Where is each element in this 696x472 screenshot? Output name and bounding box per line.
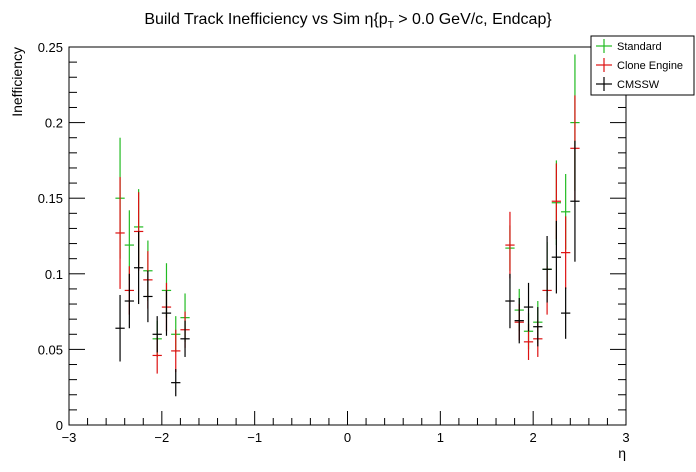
- y-tick-label: 0: [56, 418, 63, 433]
- data-point: [152, 316, 162, 353]
- data-point: [115, 177, 125, 289]
- legend-label: Standard: [617, 41, 662, 53]
- x-tick-label: −2: [154, 430, 169, 445]
- data-point: [523, 282, 534, 332]
- data-point: [161, 290, 172, 336]
- data-point: [505, 211, 515, 279]
- chart-title-main: Build Track Inefficiency vs Sim η{p: [144, 11, 387, 28]
- data-point: [180, 320, 190, 357]
- y-tick-label: 0.05: [38, 342, 63, 357]
- x-tick-label: 2: [530, 430, 537, 445]
- legend-label: Clone Engine: [617, 60, 683, 72]
- x-tick-label: 0: [344, 430, 351, 445]
- data-point: [124, 273, 134, 329]
- data-point: [171, 369, 181, 397]
- y-axis-ticks: 0 0.05 0.1 0.15 0.2 0.25: [38, 40, 626, 433]
- data-point: [115, 294, 125, 362]
- legend-entry: Clone Engine: [596, 58, 683, 72]
- chart-title-subscript: T: [388, 20, 394, 31]
- data-point: [570, 140, 580, 262]
- x-axis-title: η: [618, 445, 626, 461]
- data-point: [561, 216, 571, 289]
- x-tick-label: 1: [437, 430, 444, 445]
- series-layer: [115, 54, 580, 397]
- data-point: [505, 273, 515, 329]
- x-tick-label: −1: [247, 430, 262, 445]
- x-tick-label: 3: [622, 430, 629, 445]
- data-point: [561, 287, 571, 339]
- chart-title: Build Track Inefficiency vs Sim η{pT > 0…: [144, 11, 552, 31]
- legend-label: CMSSW: [617, 79, 660, 91]
- x-tick-label: −3: [62, 430, 77, 445]
- data-point: [542, 236, 552, 303]
- y-tick-label: 0.2: [45, 116, 63, 131]
- data-point: [133, 231, 144, 305]
- chart-title-rest: > 0.0 GeV/c, Endcap}: [394, 11, 553, 28]
- data-point: [551, 220, 562, 294]
- data-point: [171, 329, 181, 373]
- x-axis-ticks: −3 −2 −1 0 1 2 3: [62, 411, 630, 445]
- data-point: [514, 297, 524, 344]
- legend-entry: CMSSW: [596, 77, 660, 91]
- y-tick-label: 0.1: [45, 267, 63, 282]
- data-point: [143, 270, 153, 323]
- series-cmssw: [115, 140, 580, 397]
- y-axis-title: Inefficiency: [9, 47, 25, 117]
- y-tick-label: 0.15: [38, 191, 63, 206]
- legend: Standard Clone Engine CMSSW: [590, 35, 695, 96]
- data-point: [533, 307, 543, 347]
- y-tick-label: 0.25: [38, 40, 63, 55]
- legend-entry: Standard: [596, 39, 662, 53]
